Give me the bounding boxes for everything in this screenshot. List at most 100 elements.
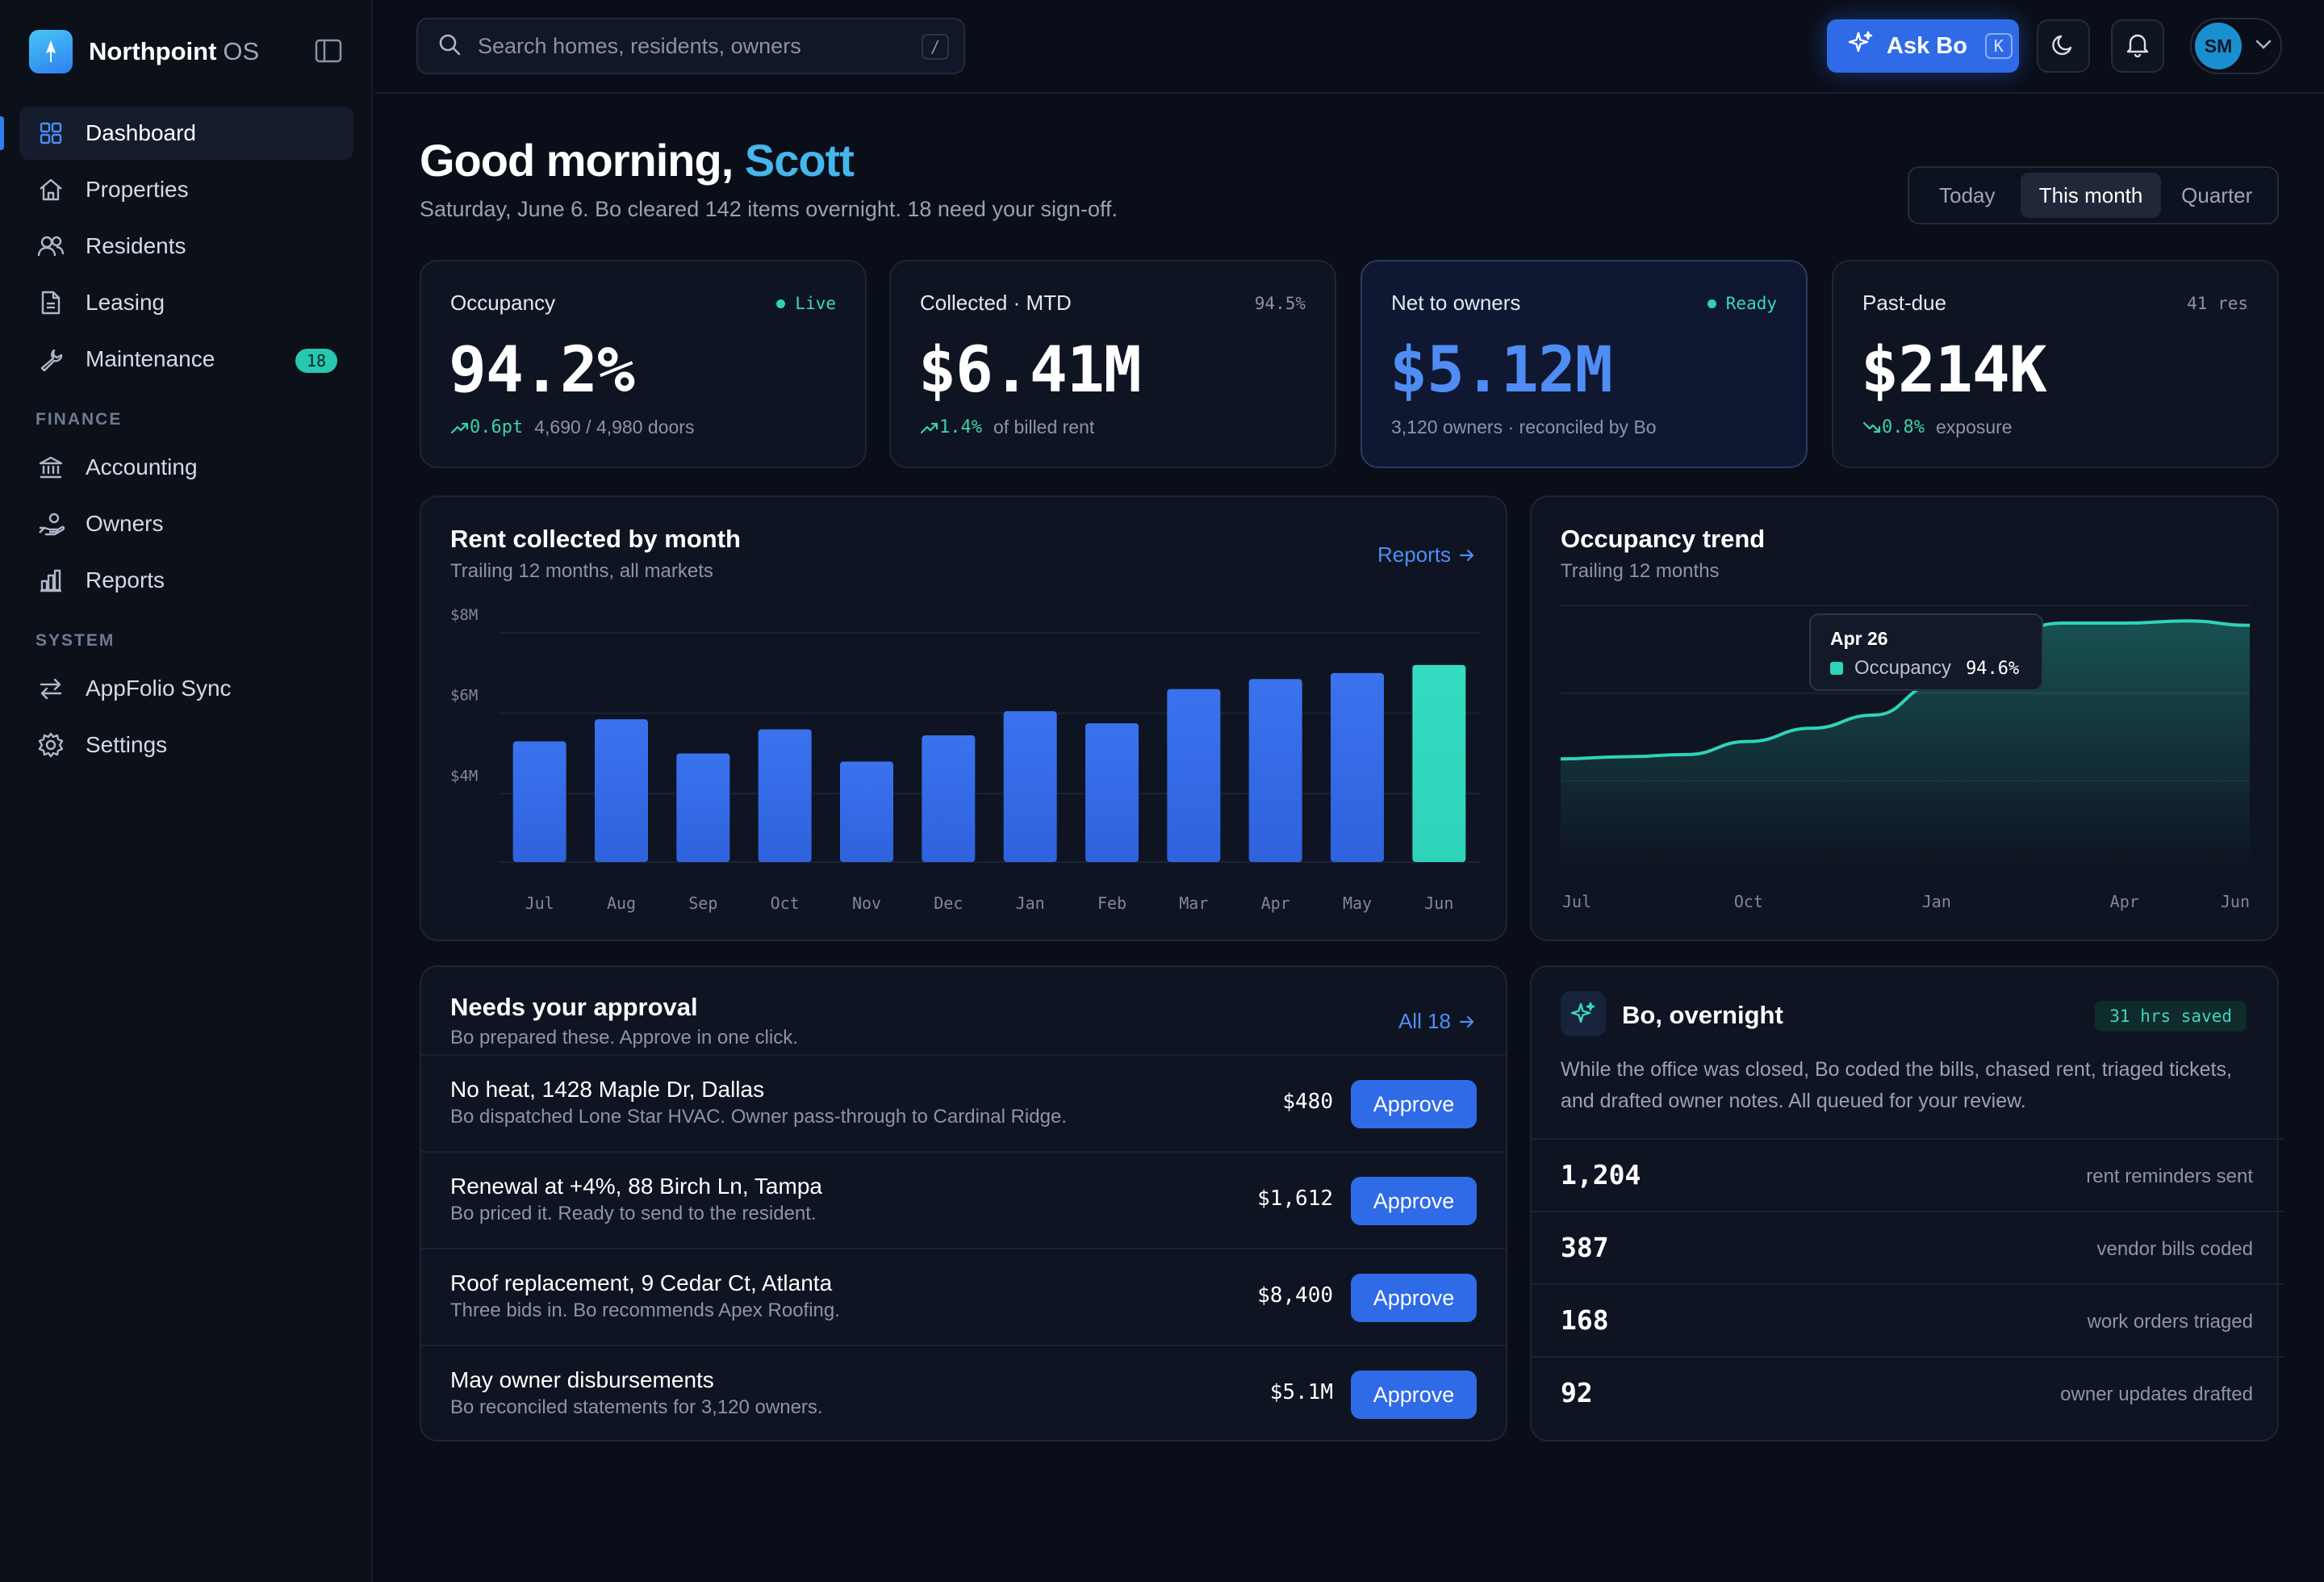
ready-indicator: Ready: [1707, 294, 1777, 313]
kpi-card-collected[interactable]: Collected · MTD 94.5% $6.41M 1.4% of bil…: [889, 260, 1336, 468]
search-box[interactable]: /: [416, 18, 965, 74]
notifications-button[interactable]: [2111, 19, 2164, 73]
x-tick-label: Apr: [1261, 894, 1290, 913]
kpi-tag: 41 res: [2187, 294, 2248, 313]
sidebar-item-dashboard[interactable]: Dashboard: [0, 107, 353, 160]
chart-tooltip: Apr 26 Occupancy 94.6%: [1809, 613, 2043, 691]
avatar: SM: [2195, 23, 2242, 69]
greeting-prefix: Good morning,: [420, 135, 734, 186]
sidebar-item-label: Properties: [86, 177, 189, 202]
card-title: Rent collected by month: [450, 525, 741, 553]
bar-may: [1331, 672, 1384, 862]
sidebar-item-properties[interactable]: Properties: [19, 163, 353, 216]
greeting-name: Scott: [744, 135, 855, 186]
search-input[interactable]: [478, 33, 913, 59]
card-subtitle: Bo prepared these. Approve in one click.: [450, 1027, 798, 1048]
arrow-right-icon: [1459, 1015, 1474, 1027]
approve-button[interactable]: Approve: [1351, 1371, 1477, 1419]
x-tick-label: Mar: [1179, 894, 1208, 913]
sidebar-item-accounting[interactable]: Accounting: [19, 441, 353, 494]
sparkle-icon: [1848, 30, 1874, 62]
approval-description: Bo priced it. Ready to send to the resid…: [450, 1203, 817, 1224]
kpi-tag: 94.5%: [1254, 294, 1306, 313]
kpi-footer: 0.8% exposure: [1862, 416, 2013, 438]
approval-amount: $8,400: [1257, 1283, 1333, 1308]
kpi-foot-text: exposure: [1935, 416, 2013, 437]
chevron-down-icon: [2255, 39, 2272, 54]
bar-feb: [1085, 723, 1139, 862]
kpi-title: Past-due: [1862, 291, 1947, 315]
stat-value: 1,204: [1561, 1159, 1641, 1191]
gear-icon: [37, 731, 65, 759]
profile-menu[interactable]: SM: [2190, 18, 2282, 74]
approve-button[interactable]: Approve: [1351, 1274, 1477, 1322]
card-subtitle: Trailing 12 months, all markets: [450, 560, 713, 582]
card-subtitle: Trailing 12 months: [1561, 560, 1720, 582]
sidebar-item-label: AppFolio Sync: [86, 676, 232, 701]
approval-row: Renewal at +4%, 88 Birch Ln, Tampa Bo pr…: [421, 1151, 1506, 1248]
approval-amount: $480: [1282, 1090, 1333, 1114]
nav-section-finance: FINANCE: [36, 410, 123, 429]
kpi-card-occupancy[interactable]: Occupancy Live 94.2% 0.6pt 4,690 / 4,980…: [420, 260, 867, 468]
approval-title: Roof replacement, 9 Cedar Ct, Atlanta: [450, 1270, 833, 1295]
theme-toggle-button[interactable]: [2037, 19, 2090, 73]
sidebar-item-label: Reports: [86, 567, 165, 592]
brand[interactable]: Northpoint OS: [29, 29, 259, 74]
kpi-foot-text: 3,120 owners · reconciled by Bo: [1391, 416, 1657, 437]
bo-overnight-card: Bo, overnight 31 hrs saved While the off…: [1530, 965, 2284, 1442]
sidebar-item-leasing[interactable]: Leasing: [19, 276, 353, 329]
approval-title: May owner disbursements: [450, 1367, 714, 1392]
brand-name: Northpoint: [89, 37, 217, 65]
card-title: Needs your approval: [450, 993, 698, 1021]
ask-bo-label: Ask Bo: [1887, 32, 1967, 59]
y-tick-label: $6M: [450, 687, 478, 705]
sidebar-item-appfolio-sync[interactable]: AppFolio Sync: [19, 662, 353, 715]
moon-icon: [2051, 32, 2075, 61]
kpi-card-net-to-owners[interactable]: Net to owners Ready $5.12M 3,120 owners …: [1361, 260, 1808, 468]
approve-button[interactable]: Approve: [1351, 1177, 1477, 1225]
approve-button[interactable]: Approve: [1351, 1080, 1477, 1128]
y-tick-label: $4M: [450, 767, 478, 785]
sidebar-item-owners[interactable]: Owners: [19, 497, 353, 550]
tooltip-date: Apr 26: [1830, 628, 1888, 649]
sidebar-item-settings[interactable]: Settings: [19, 718, 353, 772]
all-approvals-link[interactable]: All 18: [1398, 1009, 1475, 1034]
range-option-today[interactable]: Today: [1939, 182, 1996, 207]
range-option-quarter[interactable]: Quarter: [2181, 182, 2253, 207]
reports-link-label: Reports: [1377, 542, 1451, 567]
y-tick-label: $8M: [450, 606, 478, 624]
kpi-value: 94.2%: [449, 334, 635, 407]
x-tick-label: Jan: [1922, 892, 1951, 911]
tooltip-label: Occupancy: [1854, 657, 1952, 679]
bar-nov: [840, 761, 893, 862]
sidebar-item-label: Settings: [86, 732, 168, 757]
live-indicator: Live: [776, 294, 836, 313]
sidebar-item-residents[interactable]: Residents: [19, 220, 353, 273]
bar-oct: [758, 729, 812, 862]
sidebar-item-maintenance[interactable]: Maintenance 18: [19, 333, 353, 386]
occupancy-line: [1560, 619, 2251, 761]
sidebar-item-reports[interactable]: Reports: [19, 554, 353, 607]
date-range-selector: Today This month Quarter: [1908, 166, 2279, 224]
x-tick-label: Oct: [771, 894, 800, 913]
sidebar-item-label: Residents: [86, 233, 186, 258]
bar-jan: [1003, 711, 1057, 862]
card-title: Occupancy trend: [1561, 525, 1766, 553]
bar-jul: [512, 741, 566, 862]
dashboard-icon: [37, 119, 65, 147]
range-option-this-month[interactable]: This month: [2020, 173, 2162, 218]
rent-collected-chart-card: $8M $6M $4M Jul Aug Sep Oct Nov Dec Jan Feb Mar Apr M…: [420, 496, 1507, 941]
reports-link[interactable]: Reports: [1377, 542, 1475, 567]
kpi-foot-text: of billed rent: [993, 416, 1095, 437]
maintenance-count-badge: 18: [295, 349, 337, 373]
x-tick-label: Jul: [1562, 892, 1591, 911]
bar-sep: [676, 753, 730, 862]
stat-value: 92: [1561, 1377, 1593, 1408]
kpi-card-past-due[interactable]: Past-due 41 res $214K 0.8% exposure: [1832, 260, 2279, 468]
kpi-delta: 1.4%: [920, 417, 982, 437]
ask-bo-button[interactable]: Ask Bo K: [1827, 19, 2019, 73]
sidebar-item-label: Leasing: [86, 290, 165, 315]
sidebar-collapse-icon[interactable]: [315, 39, 342, 63]
kpi-delta: 0.8%: [1862, 417, 1925, 437]
sidebar-item-label: Owners: [86, 511, 164, 536]
